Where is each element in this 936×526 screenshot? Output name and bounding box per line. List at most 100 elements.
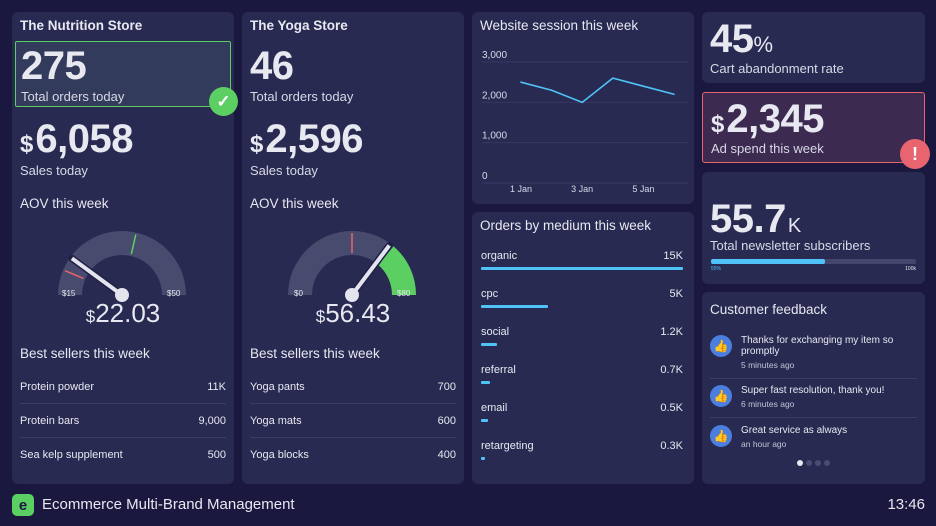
x-tick-label: 1 Jan	[510, 184, 532, 194]
gauge-needle	[350, 244, 391, 297]
list-item: Sea kelp supplement 500	[20, 449, 226, 471]
medium-value: 15K	[663, 250, 683, 262]
unit: K	[787, 215, 802, 237]
sales-value: 2,596	[265, 117, 363, 161]
newsletter-label: Total newsletter subscribers	[710, 238, 871, 253]
newsletter-value: 55.7	[710, 197, 786, 241]
feedback-time: 5 minutes ago	[741, 360, 795, 370]
aov-value: $56.43	[242, 298, 464, 329]
medium-name: email	[481, 402, 508, 414]
cart-label: Cart abandonment rate	[710, 61, 844, 76]
ad-spend-value: 2,345	[726, 97, 824, 141]
orders-value: 46	[250, 44, 294, 88]
sessions-line	[520, 77, 675, 104]
gauge-min-label: $0	[294, 289, 303, 298]
progress-max-label: 100k	[905, 266, 916, 272]
aov-label: AOV this week	[20, 196, 109, 211]
unit: %	[753, 32, 774, 57]
aov-value: $22.03	[12, 298, 234, 329]
item-value: 500	[207, 449, 226, 461]
medium-bar	[481, 343, 498, 346]
medium-row: cpc 5K	[481, 288, 683, 308]
progress-min-label: 55%	[711, 266, 722, 272]
feedback-item: 👍 Super fast resolution, thank you! 6 minu…	[710, 385, 917, 418]
data-point	[550, 89, 553, 92]
orders-label: Total orders today	[21, 89, 125, 104]
item-value: 11K	[207, 381, 226, 393]
item-value: 600	[437, 415, 456, 427]
page-dot[interactable]	[815, 460, 821, 466]
medium-value: 0.7K	[660, 364, 683, 376]
gauge-hub	[345, 288, 359, 302]
feedback-item: 👍 Thanks for exchanging my item so prompt…	[710, 335, 917, 379]
gauge-needle	[70, 256, 124, 297]
gauge-red-marker	[64, 269, 84, 280]
feedback-text: Super fast resolution, thank you!	[741, 385, 885, 396]
orders-by-medium-panel: Orders by medium this week organic 15K cpc…	[472, 212, 694, 484]
cart-value: 45	[710, 17, 754, 61]
currency: $	[85, 307, 96, 326]
gauge-green-marker	[130, 234, 137, 255]
check-circle-icon: ✓	[209, 87, 238, 116]
aov-gauge	[58, 231, 186, 302]
medium-row: social 1.2K	[481, 326, 683, 346]
medium-name: organic	[481, 250, 518, 262]
medium-bar	[481, 457, 486, 460]
ad-spend-panel: $2,345 Ad spend this week	[702, 92, 925, 163]
list-item: Yoga mats 600	[250, 415, 456, 438]
feedback-text: Great service as always	[741, 425, 848, 436]
gauge-max-label: $50	[167, 289, 181, 298]
item-name: Protein bars	[20, 415, 80, 427]
newsletter-kpi: 55.7 K	[710, 198, 801, 240]
progress-fill	[711, 259, 826, 264]
data-point	[642, 85, 645, 87]
currency: $	[315, 307, 326, 326]
pagination-dots[interactable]	[702, 460, 925, 466]
data-point	[581, 101, 583, 104]
medium-value: 0.5K	[660, 402, 683, 414]
medium-value: 5K	[669, 288, 683, 300]
y-tick-label: 0	[482, 171, 488, 182]
best-sellers-label: Best sellers this week	[20, 346, 150, 361]
cart-abandonment-panel: 45% Cart abandonment rate	[702, 12, 925, 83]
aov-number: 22.03	[95, 298, 161, 328]
customer-feedback-panel: Customer feedback 👍 Thanks for exchanging…	[702, 292, 925, 484]
list-item: Yoga blocks 400	[250, 449, 456, 471]
panel-title: Customer feedback	[710, 302, 828, 317]
x-tick-label: 5 Jan	[632, 184, 654, 194]
y-tick-label: 1,000	[482, 131, 507, 142]
medium-name: referral	[481, 364, 516, 376]
medium-bar	[481, 267, 683, 270]
thumbs-up-icon: 👍	[710, 335, 732, 357]
item-name: Yoga blocks	[250, 449, 309, 461]
item-name: Protein powder	[20, 381, 94, 393]
medium-name: cpc	[481, 288, 499, 300]
sales-kpi: $6,058	[20, 118, 133, 160]
page-dot[interactable]	[806, 460, 812, 466]
store-name: The Yoga Store	[250, 18, 348, 33]
ad-spend-label: Ad spend this week	[711, 141, 824, 156]
item-name: Yoga mats	[250, 415, 302, 427]
feedback-time: an hour ago	[741, 439, 787, 449]
item-name: Yoga pants	[250, 381, 305, 393]
currency: $	[20, 131, 34, 158]
alert-icon: !	[900, 139, 930, 169]
feedback-item: 👍 Great service as always an hour ago	[710, 425, 917, 449]
currency: $	[711, 111, 725, 138]
sales-label: Sales today	[20, 163, 88, 178]
medium-bar	[481, 419, 488, 422]
page-dot[interactable]	[797, 460, 803, 466]
gauge-max-label: $80	[397, 289, 411, 298]
y-tick-label: 2,000	[482, 90, 507, 101]
medium-bar	[481, 381, 491, 384]
best-sellers-label: Best sellers this week	[250, 346, 380, 361]
list-item: Protein powder 11K	[20, 381, 226, 404]
data-point	[673, 93, 675, 96]
sessions-line-chart: 3,000 2,000 1,000 0 1 Jan 3 Jan 5 Jan	[482, 50, 688, 194]
newsletter-progress	[711, 259, 916, 264]
orders-label: Total orders today	[250, 89, 354, 104]
medium-row: referral 0.7K	[481, 364, 683, 384]
page-dot[interactable]	[824, 460, 830, 466]
medium-row: retargeting 0.3K	[481, 440, 683, 460]
nutrition-store-panel: The Nutrition Store 275 Total orders tod…	[12, 12, 238, 484]
